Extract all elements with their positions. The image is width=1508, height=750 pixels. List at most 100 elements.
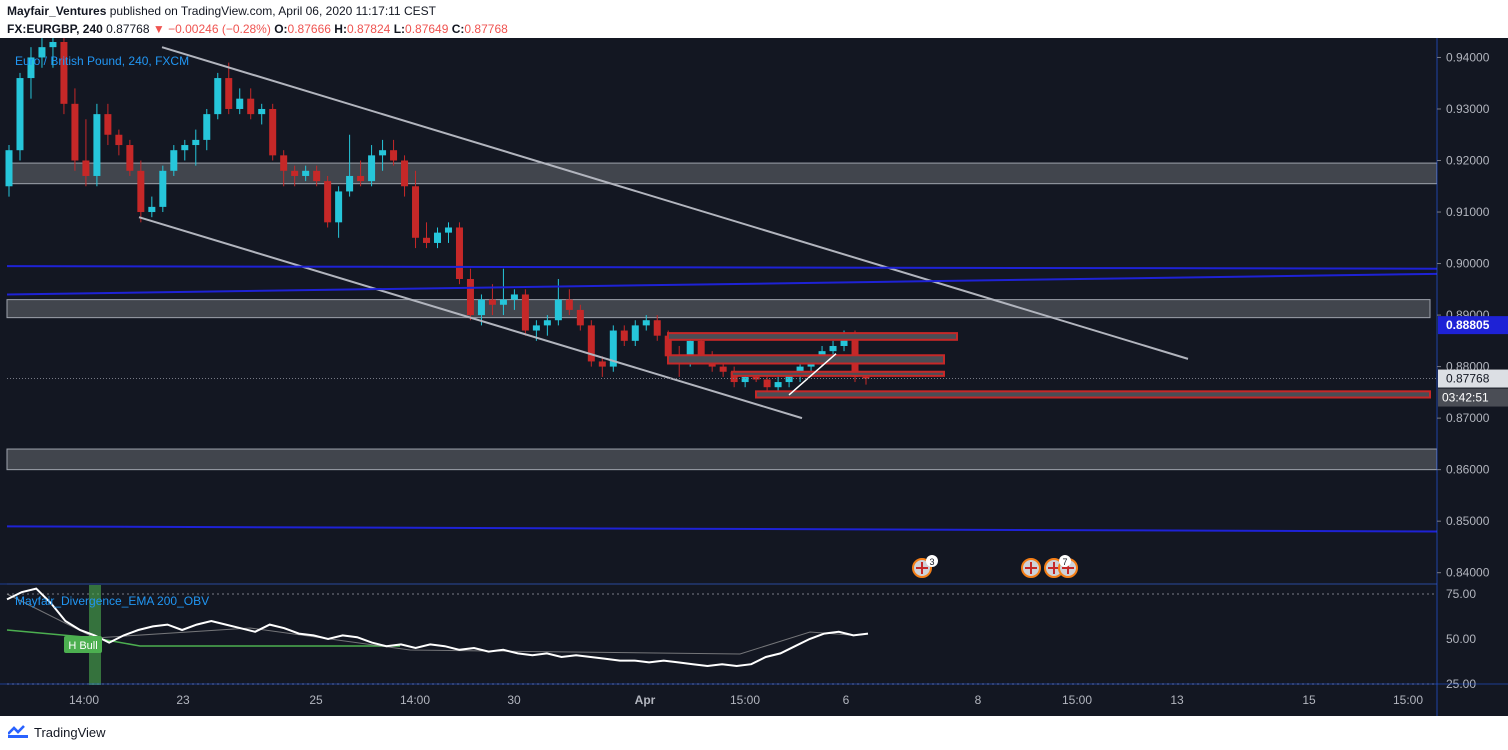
candle-body — [82, 160, 90, 176]
price-tick-label: 0.87000 — [1446, 411, 1490, 425]
candle-body — [730, 371, 738, 383]
countdown-label: 03:42:51 — [1442, 391, 1489, 405]
candle-body — [862, 376, 870, 379]
candle-body — [620, 330, 628, 341]
candle-body — [631, 325, 639, 341]
red-box — [731, 370, 945, 377]
time-axis-label: Apr — [635, 693, 656, 707]
candle-body — [5, 150, 13, 187]
candle-body — [203, 114, 211, 140]
time-axis-label: 15 — [1302, 693, 1316, 707]
candles-layer — [5, 38, 870, 393]
candle-body — [379, 150, 387, 156]
short-trend-line — [788, 353, 837, 396]
axes-layer: 0.940000.930000.920000.910000.900000.890… — [0, 38, 1508, 716]
candle-body — [137, 170, 145, 213]
candle-body — [686, 340, 694, 362]
green-ema-line — [6, 629, 400, 647]
candle-body — [170, 150, 178, 171]
open-value: 0.87666 — [287, 22, 331, 36]
candle-body — [148, 206, 156, 213]
low-label: L: — [393, 22, 406, 36]
candle-body — [390, 150, 398, 161]
event-count-text: 3 — [929, 557, 934, 567]
price-change: ▼ −0.00246 (−0.28%) — [152, 22, 271, 36]
time-axis-label: 14:00 — [400, 693, 430, 707]
time-axis-label: 25 — [309, 693, 323, 707]
time-axis-label: 14:00 — [69, 693, 99, 707]
candle-body — [192, 139, 200, 146]
price-tick-label: 0.90000 — [1446, 257, 1490, 271]
event-count-badge — [1059, 555, 1071, 567]
candle-body — [236, 98, 244, 109]
candle-body — [302, 170, 310, 176]
candle-body — [27, 57, 35, 79]
indicator-title: Mayfair_Divergence_EMA 200_OBV — [15, 594, 209, 608]
candle-body — [247, 98, 255, 115]
candle-body — [258, 108, 266, 115]
footer-brand[interactable]: TradingView — [34, 724, 106, 740]
candle-body — [609, 330, 617, 367]
candle-body — [49, 42, 57, 48]
time-axis-label: 15:00 — [1062, 693, 1092, 707]
candle-body — [60, 42, 68, 104]
candle-body — [466, 279, 474, 316]
candle-body — [313, 170, 321, 182]
candle-body — [499, 299, 507, 305]
current-price-badge — [1438, 369, 1508, 388]
event-count-text: 7 — [1062, 557, 1067, 567]
candle-body — [598, 361, 606, 367]
candle-body — [774, 382, 782, 388]
candle-body — [115, 134, 123, 146]
open-label: O: — [274, 22, 288, 36]
symbol-header: FX:EURGBP, 240 0.87768 ▼ −0.00246 (−0.28… — [7, 22, 508, 36]
time-axis-label: 13 — [1170, 693, 1184, 707]
candle-body — [653, 320, 661, 336]
candle-body — [269, 108, 277, 156]
countdown-badge — [1438, 388, 1508, 407]
candle-body — [401, 160, 409, 187]
price-tick-label: 0.84000 — [1446, 566, 1490, 580]
candle-body — [488, 299, 496, 305]
candle-body — [225, 78, 233, 109]
price-tick-label: 0.94000 — [1446, 50, 1490, 64]
blue-bottom-line — [6, 525, 1438, 533]
candle-body — [346, 175, 354, 192]
time-axis-label: 6 — [843, 693, 850, 707]
channel-upper-line — [161, 46, 1189, 360]
candle-body — [554, 299, 562, 321]
candle-body — [38, 47, 46, 58]
blue-level-line — [6, 265, 1438, 270]
time-axis-label: 30 — [507, 693, 521, 707]
price-tick-label: 0.93000 — [1446, 102, 1490, 116]
candle-body — [181, 145, 189, 151]
price-tick-label: 0.91000 — [1446, 205, 1490, 219]
last-price: 0.87768 — [106, 22, 150, 36]
candle-body — [543, 320, 551, 326]
footer: TradingView — [8, 722, 106, 742]
candle-body — [719, 366, 727, 372]
candle-body — [532, 325, 540, 331]
candle-body — [159, 170, 167, 207]
candle-body — [280, 155, 288, 171]
pane-title: Euro / British Pound, 240, FXCM — [15, 54, 189, 68]
blue-price-label: 0.88805 — [1446, 318, 1490, 332]
candle-body — [71, 103, 79, 161]
candle-body — [291, 170, 299, 176]
candle-body — [521, 294, 529, 331]
candle-body — [697, 340, 705, 357]
blue-price-badge — [1438, 316, 1508, 335]
close-value: 0.87768 — [464, 22, 508, 36]
candle-body — [785, 374, 793, 383]
candle-body — [368, 155, 376, 182]
candle-body — [423, 237, 431, 243]
candle-body — [829, 345, 837, 352]
obv-line — [6, 587, 869, 668]
publish-header: Mayfair_Ventures published on TradingVie… — [7, 4, 436, 18]
candle-body — [324, 181, 332, 223]
tradingview-logo-icon — [8, 725, 28, 738]
candle-body — [455, 227, 463, 280]
candle-body — [412, 186, 420, 238]
